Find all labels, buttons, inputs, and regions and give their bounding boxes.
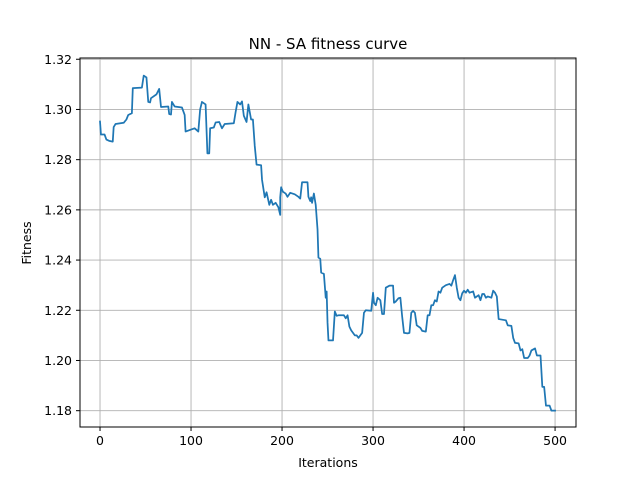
y-tick-label: 1.26 [44,202,72,217]
x-tick-label: 300 [361,433,385,448]
chart-title: NN - SA fitness curve [249,35,408,53]
y-tick-label: 1.32 [44,52,72,67]
y-axis: 1.18 1.20 1.22 1.24 1.26 1.28 1.30 1.32 [44,52,80,418]
x-tick-label: 400 [452,433,476,448]
fitness-series-line [99,74,556,412]
y-tick-label: 1.20 [44,353,72,368]
y-tick-label: 1.28 [44,152,72,167]
x-tick-label: 500 [543,433,567,448]
y-tick-label: 1.30 [44,102,72,117]
grid [80,58,576,427]
y-tick-label: 1.24 [44,253,72,268]
x-tick-label: 200 [270,433,294,448]
x-tick-label: 0 [96,433,104,448]
x-axis: 0 100 200 300 400 500 [96,427,567,448]
x-axis-label: Iterations [298,455,358,470]
y-tick-label: 1.18 [44,403,72,418]
series-group [99,74,556,412]
y-tick-label: 1.22 [44,303,72,318]
plot-frame [79,57,577,428]
x-tick-label: 100 [179,433,203,448]
y-axis-label: Fitness [19,221,34,264]
